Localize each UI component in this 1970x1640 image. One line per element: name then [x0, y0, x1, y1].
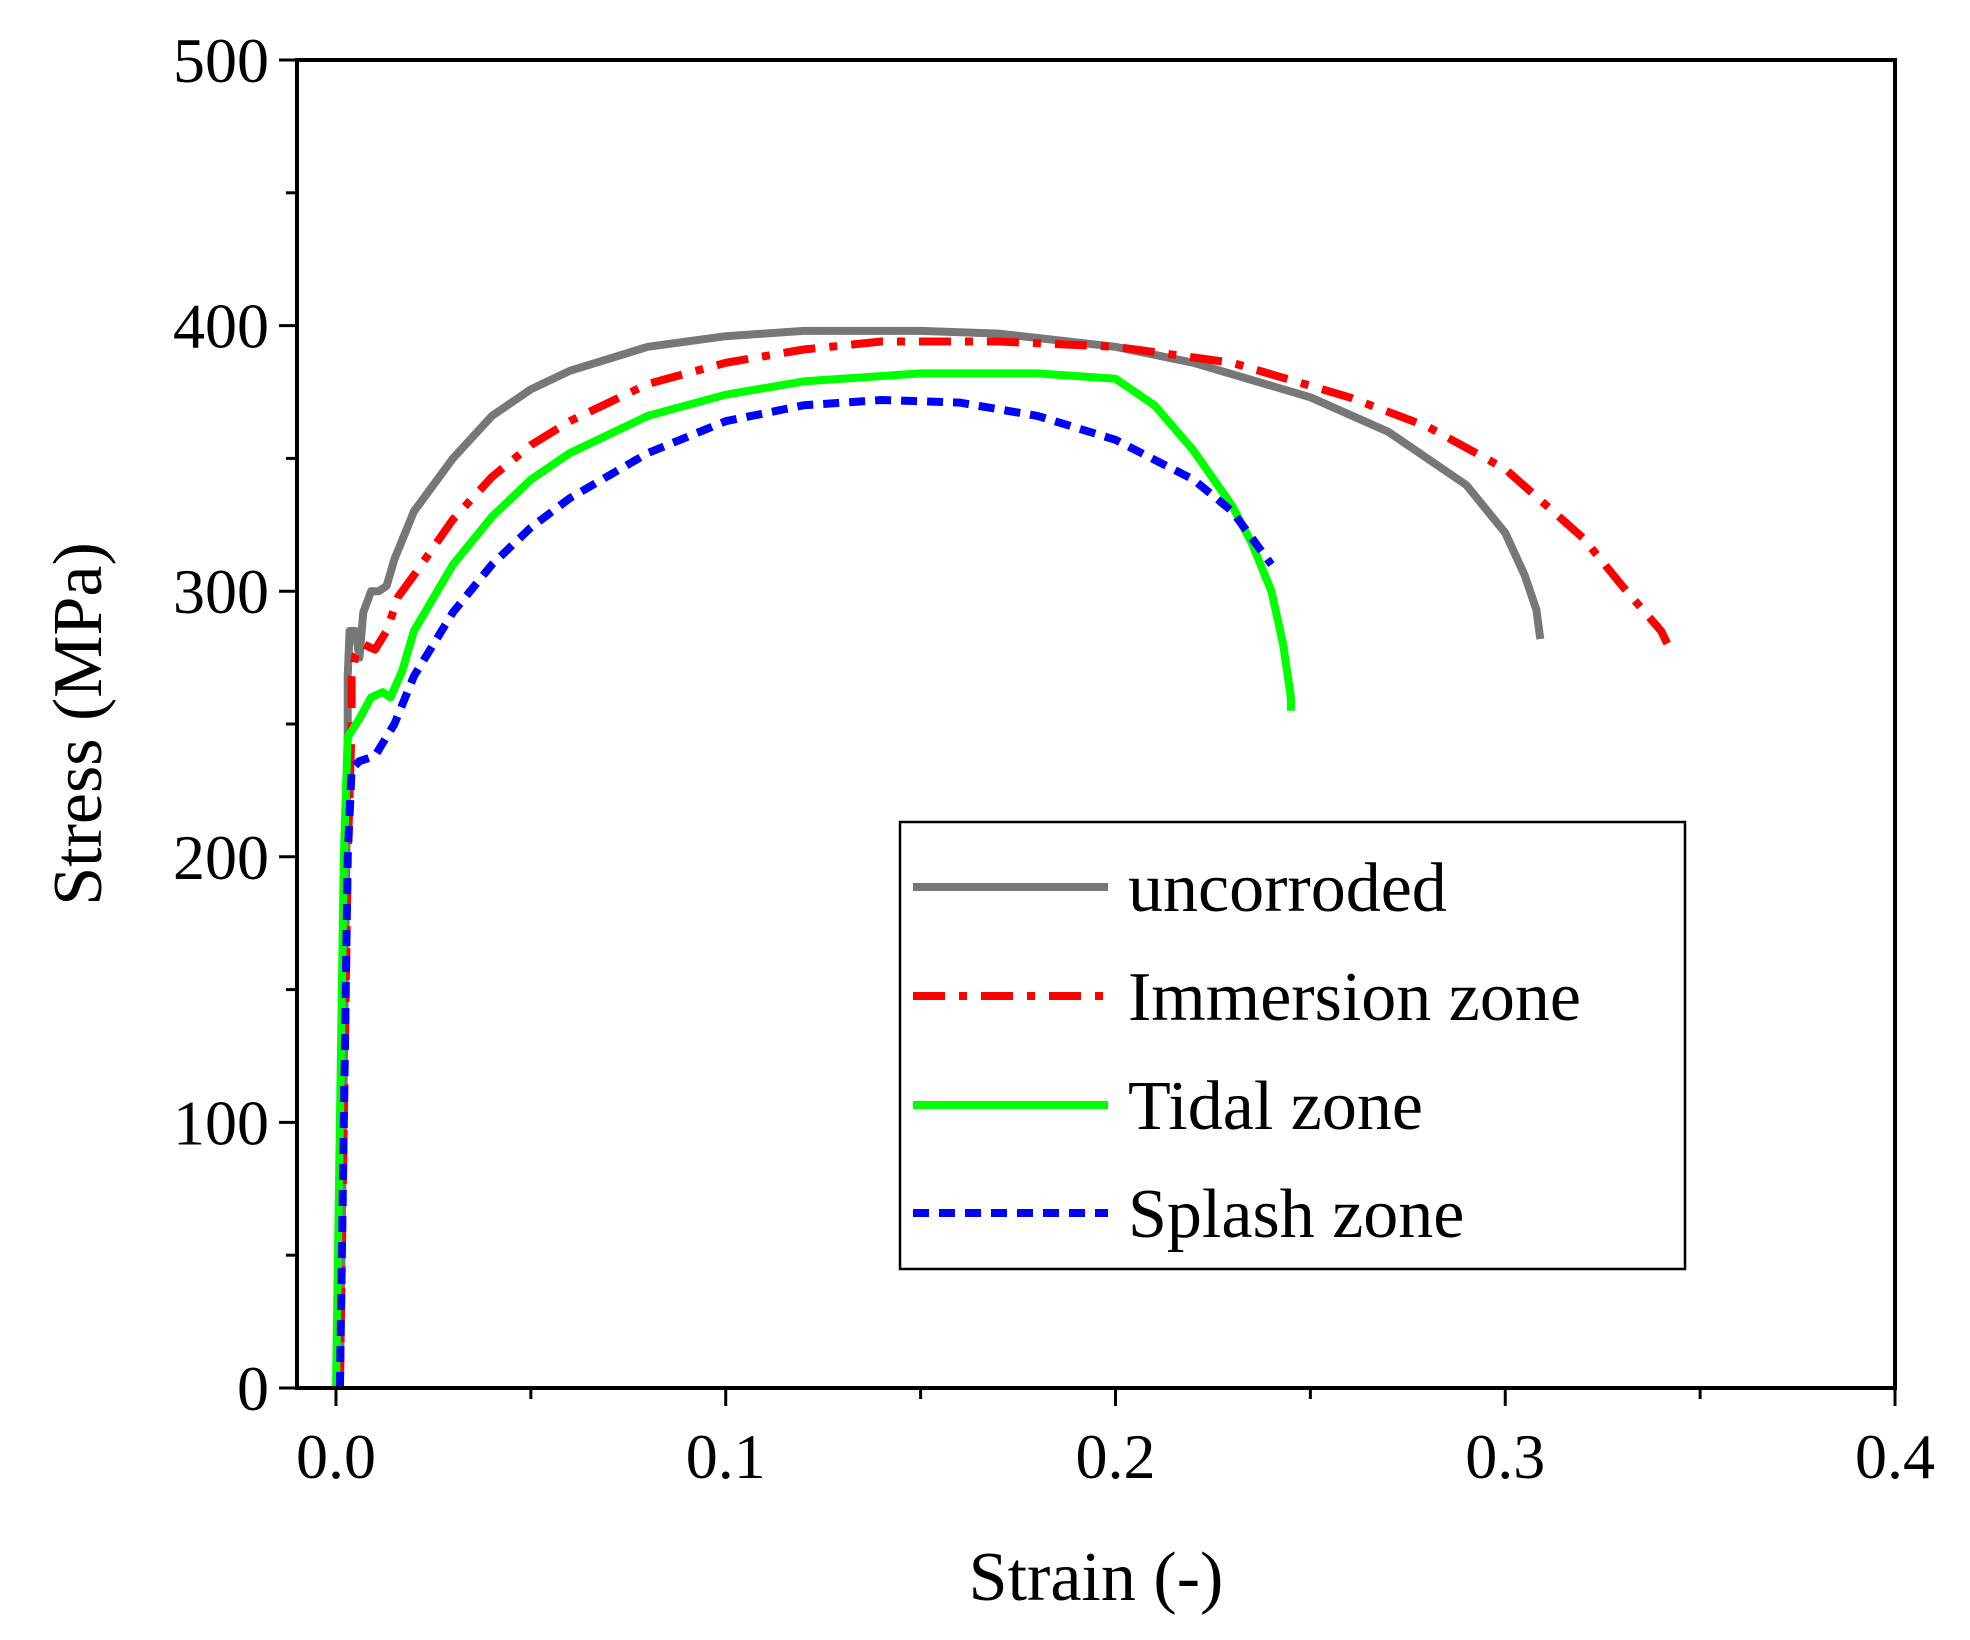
- y-tick-label: 500: [173, 25, 269, 96]
- y-tick-label: 0: [237, 1353, 269, 1424]
- series-line-immersion-zone: [335, 337, 1677, 1389]
- series-line-uncorroded: [335, 326, 1545, 1389]
- x-axis-title: Strain (-): [969, 1539, 1224, 1616]
- y-tick-label: 200: [173, 822, 269, 893]
- series-line-splash-zone: [335, 396, 1275, 1389]
- legend-label: Tidal zone: [1128, 1068, 1423, 1145]
- y-axis-title: Stress (MPa): [40, 542, 117, 906]
- series-layer: [332, 326, 1677, 1389]
- legend-label: Splash zone: [1128, 1176, 1464, 1253]
- axis-ticks: 0.0 0.1 0.2 0.3 0.4 0 100 200 300 400 500: [173, 25, 1935, 1492]
- legend: uncorroded Immersion zone Tidal zone Splash…: [898, 820, 1687, 1271]
- x-tick-label: 0.1: [686, 1421, 766, 1492]
- x-tick-label: 0.4: [1855, 1421, 1935, 1492]
- y-tick-label: 300: [173, 556, 269, 627]
- legend-box: [898, 820, 1687, 1271]
- x-tick-label: 0.0: [296, 1421, 376, 1492]
- legend-label: uncorroded: [1128, 850, 1447, 927]
- y-tick-label: 100: [173, 1087, 269, 1158]
- x-tick-label: 0.3: [1465, 1421, 1545, 1492]
- x-tick-label: 0.2: [1075, 1421, 1155, 1492]
- legend-label: Immersion zone: [1128, 959, 1581, 1036]
- y-tick-label: 400: [173, 291, 269, 362]
